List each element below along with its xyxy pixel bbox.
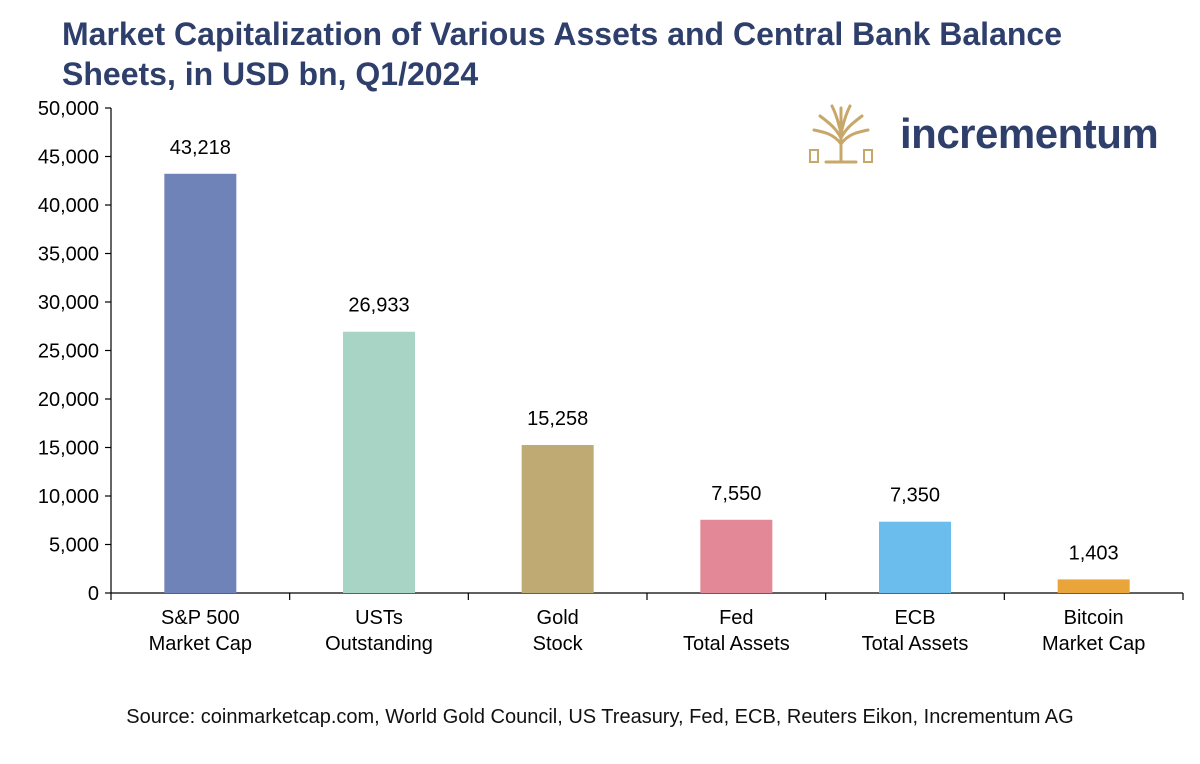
value-labels: 43,218 26,933 15,258 7,550 7,350 1,403 [170, 137, 1119, 565]
data-label: 26,933 [348, 295, 409, 317]
tree-icon [809, 104, 873, 164]
data-label: 7,350 [890, 485, 940, 507]
y-tick-label: 40,000 [38, 195, 99, 217]
x-tick-label: ECB [894, 607, 935, 629]
y-tick-label: 15,000 [38, 438, 99, 460]
bar-chart: 0 5,000 10,000 15,000 20,000 25,000 30,000 35,0… [38, 98, 1184, 655]
axes [110, 108, 1184, 600]
y-tick-label: 45,000 [38, 147, 99, 169]
bar [700, 519, 773, 593]
data-label: 1,403 [1069, 542, 1119, 564]
x-tick-label: Outstanding [325, 633, 433, 655]
x-axis-labels: S&P 500 Market Cap USTs Outstanding Gold Stoc… [149, 607, 1146, 655]
y-tick-label: 50,000 [38, 98, 99, 120]
chart-title: Market Capitalization of Various Assets … [62, 16, 1062, 92]
x-tick-label: Stock [533, 633, 584, 655]
bar [879, 521, 951, 593]
bar [343, 331, 415, 593]
data-label: 15,258 [527, 408, 588, 430]
y-tick-label: 30,000 [38, 292, 99, 314]
y-tick-label: 5,000 [49, 535, 99, 557]
y-axis-ticks: 0 5,000 10,000 15,000 20,000 25,000 30,000 35,0… [38, 98, 111, 605]
y-tick-label: 35,000 [38, 244, 99, 266]
x-tick-label: Total Assets [683, 633, 790, 655]
y-tick-label: 0 [88, 583, 99, 605]
x-tick-label: Market Cap [1042, 633, 1145, 655]
data-label: 7,550 [711, 483, 761, 505]
source-note: Source: coinmarketcap.com, World Gold Co… [126, 706, 1074, 728]
bar [1057, 579, 1130, 593]
x-tick-label: Market Cap [149, 633, 252, 655]
x-tick-label: Bitcoin [1064, 607, 1124, 629]
y-tick-label: 25,000 [38, 341, 99, 363]
bar [521, 444, 594, 593]
y-tick-label: 20,000 [38, 389, 99, 411]
data-label: 43,218 [170, 137, 231, 159]
x-tick-label: Fed [719, 607, 753, 629]
bars [164, 173, 1130, 593]
x-tick-label: USTs [355, 607, 403, 629]
y-tick-label: 10,000 [38, 486, 99, 508]
x-tick-label: S&P 500 [161, 607, 240, 629]
x-tick-label: Gold [537, 607, 579, 629]
brand-logo-text: incrementum [900, 110, 1159, 157]
bar [164, 173, 237, 593]
x-tick-label: Total Assets [862, 633, 969, 655]
